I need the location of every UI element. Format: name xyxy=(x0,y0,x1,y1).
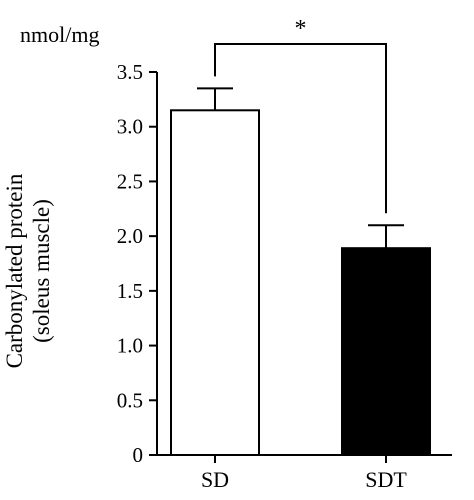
bar-sdt xyxy=(341,247,431,456)
y-tick-label: 3.5 xyxy=(117,60,143,84)
bar-sd xyxy=(170,109,260,457)
y-tick-label: 1.5 xyxy=(117,279,143,303)
y-axis-title: Carbonylated protein (soleus muscle) xyxy=(2,173,54,368)
y-tick-label: 2.5 xyxy=(117,169,143,193)
y-tick-label: 1.0 xyxy=(117,334,143,358)
y-tick-label: 0.5 xyxy=(117,388,143,412)
significance-star: * xyxy=(295,16,307,42)
significance-annotation: * xyxy=(214,16,387,214)
y-axis-title-line-2: (soleus muscle) xyxy=(29,199,54,343)
y-tick-label: 2.0 xyxy=(117,224,143,248)
error-bars xyxy=(197,87,404,249)
x-tick-label: SD xyxy=(201,467,229,492)
x-tick-label: SDT xyxy=(365,467,407,492)
bars xyxy=(170,109,431,457)
unit-label: nmol/mg xyxy=(20,22,99,47)
y-axis-title-line-1: Carbonylated protein xyxy=(2,173,27,368)
axes: 0 0.5 1.0 1.5 2.0 2.5 3.0 3.5 SD SDT xyxy=(117,60,452,492)
y-tick-label: 3.0 xyxy=(117,115,143,139)
significance-bracket xyxy=(214,43,387,214)
y-tick-label: 0 xyxy=(133,443,144,467)
